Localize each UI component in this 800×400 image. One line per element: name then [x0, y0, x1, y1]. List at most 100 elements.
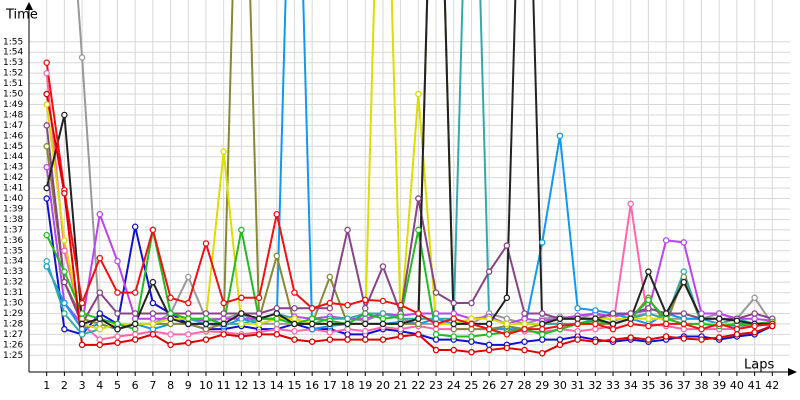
x-tick-label: 12 — [234, 379, 248, 392]
series-line — [76, 0, 774, 331]
point — [114, 333, 121, 340]
x-tick-label: 37 — [677, 379, 691, 392]
point — [344, 325, 351, 333]
point — [521, 346, 528, 354]
point — [149, 325, 157, 333]
point — [326, 305, 334, 312]
point — [61, 268, 68, 275]
point — [185, 331, 192, 338]
x-tick-label: 18 — [341, 379, 355, 392]
y-tick-label: 1:47 — [3, 121, 23, 131]
point — [415, 320, 422, 328]
point — [680, 278, 688, 286]
y-tick-label: 1:49 — [3, 100, 23, 110]
x-tick-label: 16 — [305, 379, 319, 392]
point — [96, 315, 104, 322]
point — [468, 315, 475, 322]
point — [291, 327, 298, 335]
point — [344, 336, 351, 343]
series-line — [45, 0, 773, 331]
point — [291, 315, 298, 322]
point — [751, 329, 758, 336]
point — [78, 310, 86, 317]
point — [432, 310, 440, 317]
point — [220, 310, 227, 317]
point — [131, 315, 139, 322]
point — [114, 320, 121, 328]
x-tick-label: 9 — [185, 379, 192, 392]
point — [131, 336, 139, 343]
y-axis-label: Time — [5, 8, 38, 23]
point — [362, 315, 369, 322]
point — [273, 305, 281, 312]
point — [662, 320, 670, 328]
point — [538, 336, 546, 343]
point — [715, 334, 723, 341]
point — [96, 320, 104, 328]
point — [574, 305, 581, 312]
point — [326, 329, 334, 336]
point — [432, 331, 440, 338]
point — [769, 322, 776, 330]
point — [627, 310, 634, 317]
point — [149, 299, 157, 307]
y-arrow — [25, 2, 33, 10]
x-tick-label: 14 — [270, 379, 284, 392]
point — [185, 273, 192, 281]
point — [627, 320, 634, 328]
x-tick-label: 7 — [149, 379, 156, 392]
point — [273, 331, 281, 338]
x-tick-label: 6 — [132, 379, 139, 392]
point — [308, 315, 316, 322]
point — [379, 263, 387, 270]
x-tick-label: 20 — [376, 379, 390, 392]
point — [114, 310, 121, 317]
point — [592, 338, 599, 345]
point — [61, 111, 68, 119]
x-tick-label: 11 — [217, 379, 231, 392]
point — [220, 148, 227, 155]
point — [78, 341, 86, 349]
x-tick-label: 32 — [588, 379, 602, 392]
point — [733, 331, 741, 338]
point — [43, 263, 50, 270]
y-tick-label: 1:44 — [3, 152, 23, 162]
point — [61, 278, 68, 286]
x-tick-label: 19 — [358, 379, 372, 392]
point — [574, 327, 581, 335]
point — [609, 320, 617, 328]
point — [450, 315, 457, 322]
point — [450, 299, 457, 307]
point — [609, 325, 617, 333]
point — [538, 320, 546, 328]
point — [592, 315, 599, 322]
x-tick-label: 39 — [712, 379, 726, 392]
point — [698, 325, 705, 333]
point — [43, 69, 50, 77]
point — [415, 310, 422, 317]
point — [78, 299, 86, 307]
point — [698, 336, 705, 343]
point — [468, 320, 475, 328]
x-tick-label: 5 — [114, 379, 121, 392]
point — [238, 320, 245, 328]
point — [167, 310, 174, 317]
y-tick-label: 1:33 — [3, 267, 23, 277]
point — [627, 200, 634, 208]
point — [485, 268, 493, 275]
point — [202, 315, 210, 322]
x-tick-label: 1 — [43, 379, 50, 392]
point — [326, 299, 334, 307]
point — [680, 268, 688, 275]
point — [185, 299, 192, 307]
x-tick-label: 41 — [748, 379, 762, 392]
point — [238, 226, 245, 234]
point — [344, 331, 351, 338]
point — [308, 325, 316, 333]
x-tick-label: 29 — [535, 379, 549, 392]
point — [273, 310, 281, 317]
x-tick-label: 33 — [606, 379, 620, 392]
y-tick-label: 1:51 — [3, 79, 23, 89]
point — [185, 339, 192, 346]
point — [715, 320, 723, 328]
